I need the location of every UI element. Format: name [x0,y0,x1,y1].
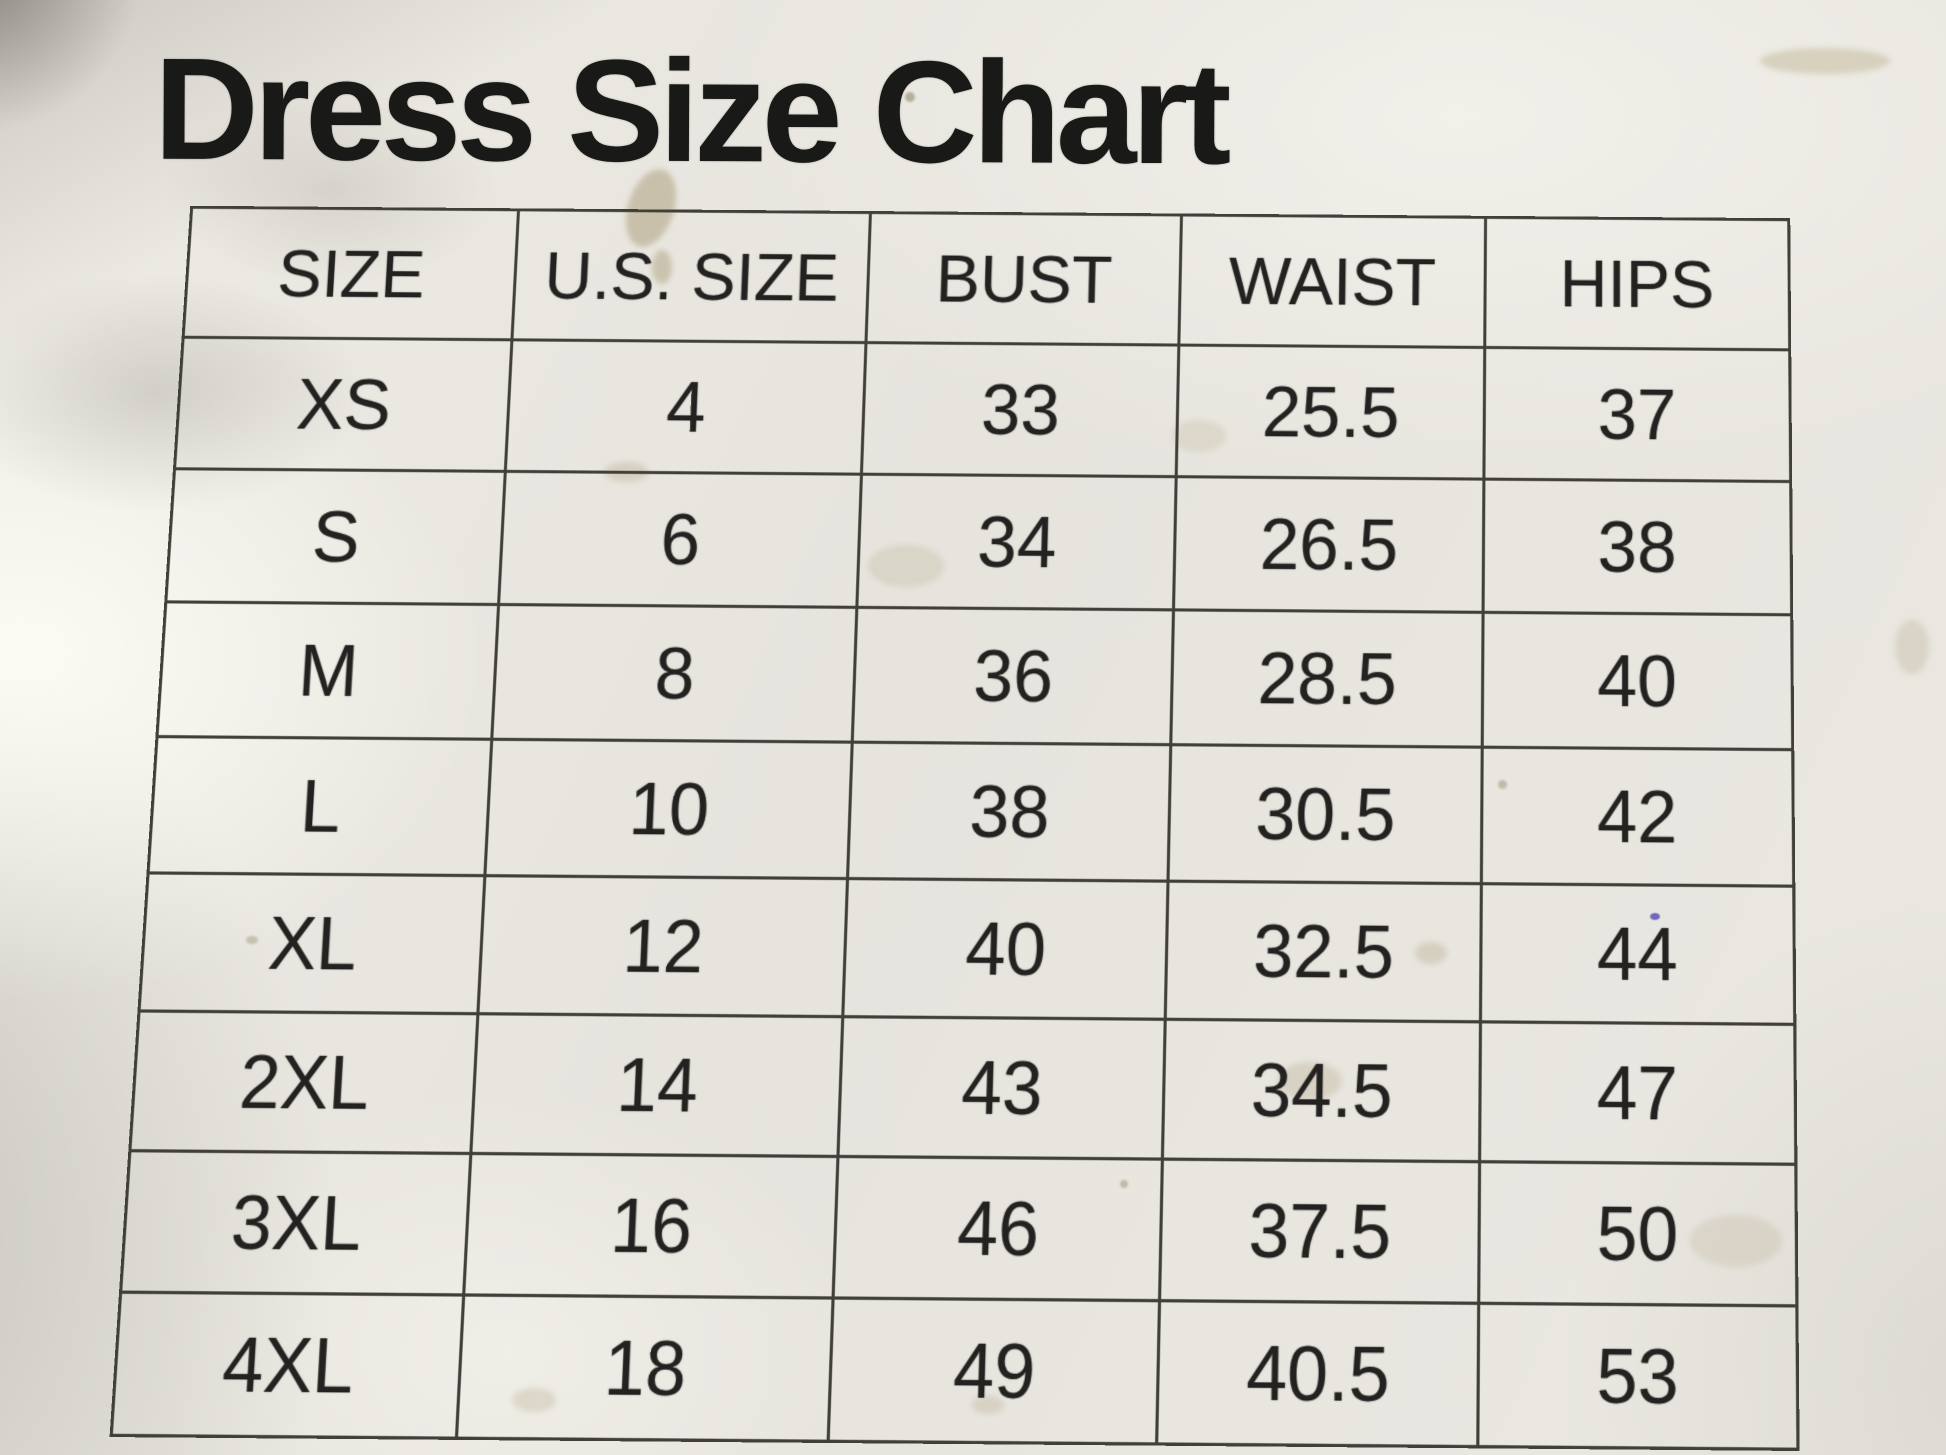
ink-dot [1650,913,1660,920]
cell-bust: 36 [851,607,1174,745]
paper-stain [1895,620,1929,674]
paper-stain [1760,48,1890,74]
cell-size: 3XL [120,1150,472,1295]
table-row: L 10 38 30.5 42 [148,736,1794,887]
size-chart-table-grid: SIZE U.S. SIZE BUST WAIST HIPS XS 4 33 2… [110,206,1800,1451]
cell-us-size: 8 [492,604,857,743]
cell-us-size: 10 [485,739,852,879]
cell-size: 4XL [111,1292,465,1439]
page-title: Dress Size Chart [153,27,1227,195]
cell-hips: 40 [1481,612,1793,750]
cell-size: L [148,736,493,876]
cell-hips: 38 [1482,479,1792,615]
cell-waist: 26.5 [1173,476,1484,613]
cell-bust: 34 [856,474,1177,610]
cell-bust: 33 [861,342,1179,477]
table-row: S 6 34 26.5 38 [165,468,1792,615]
cell-size: S [165,468,506,605]
cell-bust: 46 [832,1156,1163,1301]
table-row: M 8 36 28.5 40 [157,601,1793,750]
table-row: 4XL 18 49 40.5 53 [111,1292,1798,1450]
cell-hips: 47 [1479,1021,1796,1165]
cell-hips: 42 [1480,747,1794,887]
cell-us-size: 14 [471,1013,843,1157]
table-row: 2XL 14 43 34.5 47 [129,1010,1796,1165]
cell-waist: 37.5 [1159,1159,1480,1304]
table-row: 3XL 16 46 37.5 50 [120,1150,1797,1306]
cell-waist: 40.5 [1156,1300,1479,1447]
cell-us-size: 4 [505,339,866,475]
cell-size: XL [139,872,486,1014]
cell-bust: 43 [837,1016,1166,1160]
cell-waist: 28.5 [1170,609,1483,748]
column-header-hips: HIPS [1484,217,1790,350]
cell-waist: 25.5 [1176,345,1485,480]
cell-hips: 37 [1483,347,1791,482]
cell-hips: 53 [1477,1303,1798,1450]
cell-us-size: 18 [456,1294,833,1442]
column-header-bust: BUST [865,212,1182,346]
cell-us-size: 6 [498,471,862,608]
cell-bust: 38 [847,742,1171,882]
cell-hips: 44 [1479,883,1795,1025]
table-row: XL 12 40 32.5 44 [139,872,1795,1025]
cell-us-size: 16 [464,1153,838,1299]
table-row: XS 4 33 25.5 37 [174,337,1791,482]
column-header-waist: WAIST [1178,214,1486,348]
header-row: SIZE U.S. SIZE BUST WAIST HIPS [183,207,1790,350]
column-header-us-size: U.S. SIZE [512,209,871,343]
size-chart-table: SIZE U.S. SIZE BUST WAIST HIPS XS 4 33 2… [110,206,1800,1451]
cell-waist: 32.5 [1165,881,1481,1022]
cell-size: XS [174,337,513,472]
cell-bust: 40 [842,878,1169,1020]
cell-us-size: 12 [478,875,848,1017]
cell-waist: 30.5 [1168,744,1482,884]
column-header-size: SIZE [183,207,519,340]
cell-hips: 50 [1478,1161,1797,1306]
cell-size: 2XL [129,1010,479,1154]
cell-bust: 49 [827,1298,1160,1445]
cell-waist: 34.5 [1162,1019,1480,1162]
cell-size: M [157,601,499,740]
